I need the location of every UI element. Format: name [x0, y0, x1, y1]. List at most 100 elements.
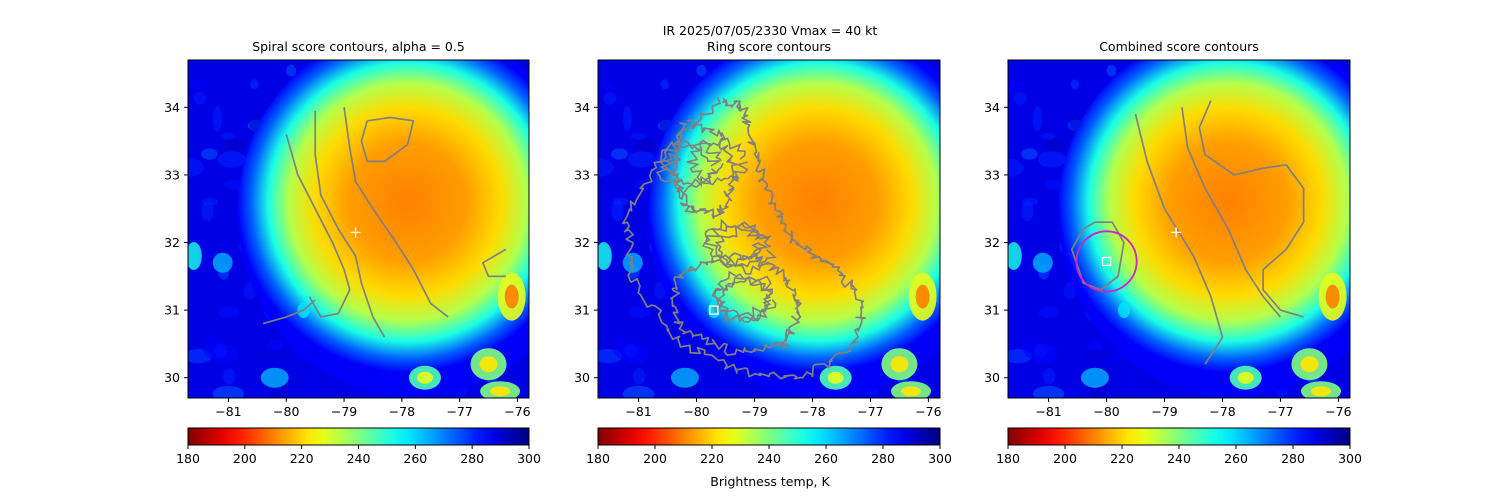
- y-tick-label: 32: [574, 235, 590, 250]
- cloud-cell: [250, 79, 259, 90]
- cloud-cell: [1032, 105, 1042, 132]
- cloud-cell: [1040, 132, 1056, 140]
- contour-squiggle: [711, 275, 777, 323]
- fringe-cell: [670, 367, 699, 388]
- colorbar-tick-label: 200: [233, 451, 257, 466]
- x-tick-label: −81: [625, 404, 651, 419]
- fringe-cell: [188, 242, 202, 271]
- cloud-cell: [188, 158, 204, 177]
- convective-core: [416, 371, 433, 384]
- x-tick-label: −80: [273, 404, 299, 419]
- cloud-cell: [598, 158, 614, 177]
- combined-score-panel: Combined score contours −81 −80 −79 −78 −77 −…: [984, 39, 1362, 466]
- cloud-cell: [598, 80, 615, 90]
- cloud-cell: [200, 167, 226, 183]
- panel-title: Ring score contours: [707, 39, 831, 54]
- contour-squiggle: [714, 224, 777, 275]
- contour-line: [670, 252, 802, 356]
- score-contours: [1070, 100, 1305, 365]
- colorbar-tick-label: 240: [347, 451, 371, 466]
- colorbar-tick-label: 240: [1167, 451, 1191, 466]
- colorbar: [597, 427, 941, 446]
- center-square-marker: [709, 305, 719, 315]
- cloud-cell: [622, 105, 632, 132]
- axes-frame: [597, 59, 941, 399]
- fringe-cell: [1080, 367, 1109, 388]
- cloud-cell: [1070, 79, 1079, 90]
- cloud-cell: [1032, 385, 1065, 398]
- x-tick-label: −77: [446, 404, 472, 419]
- x-tick-label: −79: [1151, 404, 1177, 419]
- colorbar-tick-label: 300: [517, 451, 541, 466]
- x-tick-label: −79: [331, 404, 357, 419]
- x-tick-label: −76: [1325, 404, 1351, 419]
- cloud-cell: [624, 343, 638, 358]
- contour-line: [360, 116, 415, 163]
- cloud-cell: [1082, 349, 1113, 361]
- cloud-cell: [218, 306, 240, 319]
- cloud-cell: [627, 151, 657, 168]
- colorbar-tick-label: 200: [643, 451, 667, 466]
- cloud-cell: [212, 105, 222, 132]
- colorbar-tick-label: 280: [460, 451, 484, 466]
- y-tick-label: 34: [164, 100, 180, 115]
- convective-core: [827, 371, 844, 384]
- colorbar-tick-label: 260: [403, 451, 427, 466]
- cloud-cell: [261, 349, 293, 361]
- cloud-cell: [303, 374, 322, 394]
- cloud-cell: [1013, 91, 1027, 105]
- suptitle: IR 2025/07/05/2330 Vmax = 40 kt: [663, 23, 878, 38]
- colorbar-tick-label: 260: [814, 451, 838, 466]
- contour-line: [622, 96, 867, 380]
- contour-squiggle: [713, 276, 773, 324]
- colorbar: [187, 427, 530, 446]
- cloud-cell: [202, 197, 218, 206]
- contour-line: [343, 107, 449, 318]
- cloud-cell: [603, 91, 617, 105]
- fringe-cell: [260, 367, 289, 388]
- axes-frame: [187, 59, 530, 399]
- x-tick-label: −78: [389, 404, 415, 419]
- x-tick-label: −77: [857, 404, 883, 419]
- convective-core: [1311, 386, 1332, 397]
- cloud-cell: [630, 132, 646, 140]
- y-tick-label: 31: [164, 303, 180, 318]
- panel-title: Spiral score contours, alpha = 0.5: [252, 39, 465, 54]
- colorbar: [1007, 427, 1351, 446]
- cloud-cell: [1123, 374, 1142, 394]
- y-tick-label: 32: [984, 235, 1000, 250]
- contour-line: [669, 119, 739, 219]
- colorbar-tick-label: 300: [1338, 451, 1362, 466]
- x-tick-label: −81: [215, 404, 241, 419]
- convective-core: [479, 356, 498, 373]
- convective-core: [901, 386, 922, 397]
- cloud-cell: [1008, 80, 1025, 90]
- cloud-cell: [1008, 158, 1024, 177]
- contour-line: [1181, 107, 1282, 318]
- cloud-cell: [217, 151, 246, 168]
- x-tick-label: −76: [915, 404, 941, 419]
- cloud-cell: [634, 138, 656, 153]
- contour-line: [1070, 221, 1125, 291]
- cloud-cell: [611, 200, 624, 222]
- cloud-cell: [1038, 306, 1060, 319]
- contour-line: [481, 248, 507, 278]
- colorbar-tick-label: 180: [176, 451, 200, 466]
- contour-squiggle: [686, 137, 749, 186]
- colorbar-tick-label: 220: [700, 451, 724, 466]
- convective-core: [504, 284, 519, 309]
- center-plus-marker: [1171, 227, 1182, 238]
- x-tick-label: −78: [1209, 404, 1235, 419]
- y-tick-label: 30: [574, 370, 590, 385]
- y-tick-label: 33: [574, 167, 590, 182]
- cloud-cell: [286, 64, 297, 77]
- colorbar-tick-label: 260: [1224, 451, 1248, 466]
- contour-line: [285, 134, 351, 318]
- cloud-cell: [1042, 368, 1056, 385]
- cloud-cell: [193, 91, 207, 105]
- cloud-cell: [713, 374, 732, 394]
- cloud-cell: [1021, 148, 1038, 160]
- cloud-cell: [201, 148, 218, 160]
- cloud-cell: [1021, 200, 1034, 222]
